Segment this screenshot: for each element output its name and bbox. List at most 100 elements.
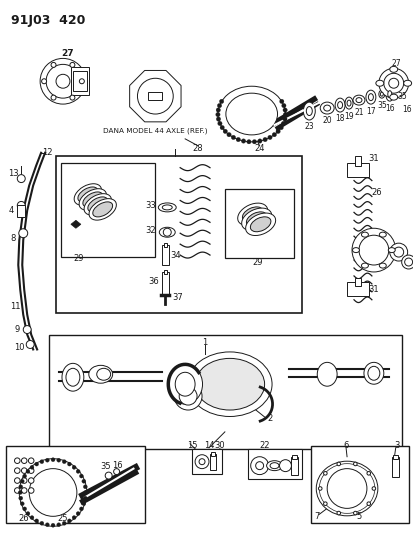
Text: 34: 34 bbox=[169, 251, 180, 260]
Circle shape bbox=[231, 135, 235, 140]
Circle shape bbox=[199, 459, 204, 465]
Text: 27: 27 bbox=[62, 49, 74, 58]
Ellipse shape bbox=[344, 97, 352, 109]
Ellipse shape bbox=[380, 92, 382, 96]
Bar bbox=[311, 446, 408, 523]
Circle shape bbox=[56, 74, 70, 88]
Circle shape bbox=[23, 474, 26, 478]
Circle shape bbox=[21, 458, 27, 464]
Ellipse shape bbox=[306, 107, 311, 116]
Text: 31: 31 bbox=[368, 285, 378, 294]
Ellipse shape bbox=[389, 66, 397, 72]
Text: 35: 35 bbox=[100, 462, 111, 471]
Circle shape bbox=[35, 519, 38, 523]
Circle shape bbox=[216, 117, 220, 121]
Circle shape bbox=[14, 478, 20, 483]
Ellipse shape bbox=[389, 94, 397, 100]
Circle shape bbox=[336, 462, 340, 466]
Circle shape bbox=[353, 511, 356, 515]
Circle shape bbox=[57, 458, 61, 462]
Circle shape bbox=[252, 140, 256, 144]
Circle shape bbox=[51, 95, 56, 100]
Circle shape bbox=[404, 258, 412, 266]
Ellipse shape bbox=[269, 463, 278, 469]
Circle shape bbox=[83, 496, 87, 500]
Circle shape bbox=[23, 326, 31, 334]
Text: 1: 1 bbox=[202, 338, 207, 347]
Ellipse shape bbox=[78, 187, 97, 202]
Circle shape bbox=[280, 122, 285, 126]
Bar bbox=[354, 278, 360, 286]
Circle shape bbox=[105, 472, 112, 479]
Circle shape bbox=[19, 496, 23, 500]
Ellipse shape bbox=[158, 203, 176, 212]
Circle shape bbox=[28, 488, 34, 493]
Text: 16: 16 bbox=[112, 461, 123, 470]
Ellipse shape bbox=[179, 387, 197, 405]
Circle shape bbox=[246, 140, 251, 144]
Circle shape bbox=[30, 465, 34, 470]
Bar bbox=[164, 270, 167, 274]
Bar bbox=[162, 272, 169, 294]
Circle shape bbox=[275, 129, 280, 134]
Circle shape bbox=[371, 487, 375, 490]
Text: 5: 5 bbox=[356, 512, 361, 521]
Text: 91J03  420: 91J03 420 bbox=[11, 14, 85, 27]
Circle shape bbox=[257, 139, 261, 143]
Ellipse shape bbox=[159, 227, 175, 237]
Circle shape bbox=[336, 511, 340, 515]
Circle shape bbox=[14, 488, 20, 493]
Ellipse shape bbox=[195, 358, 264, 410]
Ellipse shape bbox=[335, 98, 344, 112]
Ellipse shape bbox=[367, 366, 379, 380]
Bar bbox=[247, 449, 301, 479]
Circle shape bbox=[378, 68, 408, 98]
Ellipse shape bbox=[387, 248, 394, 253]
Circle shape bbox=[21, 488, 27, 493]
Circle shape bbox=[14, 458, 20, 464]
Circle shape bbox=[21, 468, 27, 473]
Circle shape bbox=[79, 507, 83, 511]
Circle shape bbox=[241, 139, 245, 143]
Circle shape bbox=[323, 472, 326, 475]
Circle shape bbox=[19, 485, 23, 489]
Bar bbox=[192, 449, 221, 474]
Text: 30: 30 bbox=[214, 441, 225, 450]
Bar bbox=[164, 243, 167, 247]
Circle shape bbox=[282, 112, 287, 117]
Ellipse shape bbox=[88, 365, 112, 383]
Circle shape bbox=[219, 99, 223, 103]
Circle shape bbox=[79, 474, 83, 478]
Circle shape bbox=[67, 462, 71, 466]
Ellipse shape bbox=[378, 263, 385, 268]
Bar bbox=[6, 446, 145, 523]
Ellipse shape bbox=[375, 80, 383, 86]
Bar bbox=[224, 189, 294, 258]
Ellipse shape bbox=[93, 202, 112, 217]
Circle shape bbox=[76, 470, 80, 473]
Text: 14: 14 bbox=[203, 441, 214, 450]
Ellipse shape bbox=[162, 205, 172, 210]
Ellipse shape bbox=[250, 217, 270, 232]
Bar bbox=[61, 163, 155, 257]
Circle shape bbox=[281, 103, 285, 108]
Bar bbox=[291, 457, 298, 474]
Circle shape bbox=[83, 485, 87, 489]
Circle shape bbox=[67, 519, 71, 523]
Bar bbox=[392, 455, 397, 459]
Circle shape bbox=[219, 125, 224, 130]
Text: 19: 19 bbox=[343, 111, 353, 120]
Polygon shape bbox=[129, 70, 180, 122]
Circle shape bbox=[30, 515, 34, 520]
Ellipse shape bbox=[225, 93, 277, 135]
Circle shape bbox=[82, 479, 85, 483]
Ellipse shape bbox=[167, 365, 202, 404]
Ellipse shape bbox=[217, 86, 285, 142]
Ellipse shape bbox=[79, 189, 106, 210]
Circle shape bbox=[163, 228, 171, 236]
Ellipse shape bbox=[242, 207, 262, 222]
Circle shape bbox=[26, 341, 34, 349]
Circle shape bbox=[195, 455, 209, 469]
Text: 31: 31 bbox=[368, 154, 378, 163]
Circle shape bbox=[226, 133, 231, 137]
